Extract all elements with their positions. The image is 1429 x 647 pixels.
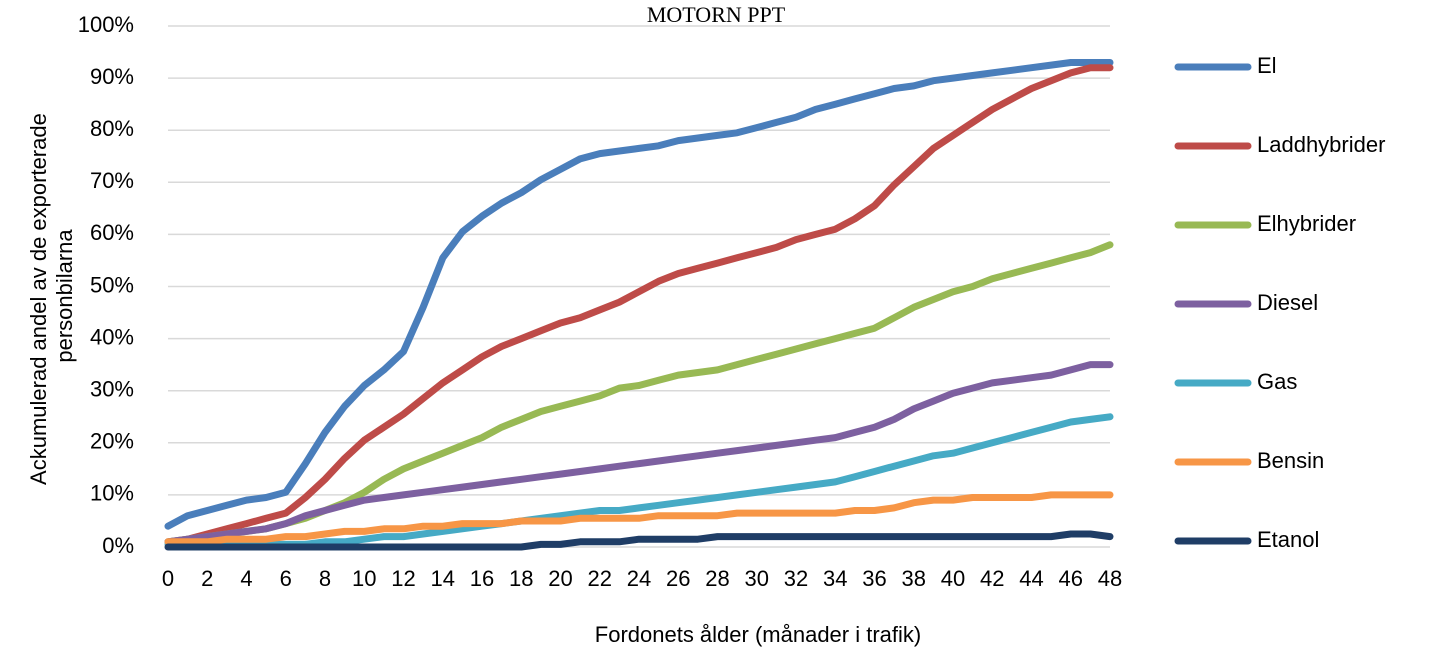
x-tick-label: 20 [548, 566, 572, 591]
x-tick-label: 40 [941, 566, 965, 591]
x-tick-label: 26 [666, 566, 690, 591]
x-tick-label: 10 [352, 566, 376, 591]
y-tick-label: 0% [102, 533, 134, 558]
y-axis-ticks: 0% 10% 20% 30% 40% 50% 60% 70% 80% 90% 100% [78, 12, 134, 558]
x-axis-ticks: 0 2 4 6 8 10 12 14 16 18 20 22 24 26 28 30 32 34 36 38 40 42 4… [162, 566, 1122, 591]
series-line-laddhybrider [164, 64, 1114, 546]
x-tick-label: 12 [391, 566, 415, 591]
y-tick-label: 60% [90, 220, 134, 245]
series-lines [164, 59, 1114, 551]
legend-label: Laddhybrider [1257, 132, 1385, 157]
legend-label: Elhybrider [1257, 211, 1356, 236]
series-line-etanol [164, 530, 1114, 551]
legend-label: Bensin [1257, 448, 1324, 473]
legend-item-elhybrider: Elhybrider [1174, 211, 1356, 236]
y-tick-label: 20% [90, 429, 134, 454]
series-line-gas [164, 413, 1114, 548]
x-tick-label: 8 [319, 566, 331, 591]
y-tick-label: 40% [90, 324, 134, 349]
x-tick-label: 44 [1019, 566, 1043, 591]
y-tick-label: 90% [90, 64, 134, 89]
x-tick-label: 42 [980, 566, 1004, 591]
legend-item-bensin: Bensin [1174, 448, 1324, 473]
series-line-bensin [164, 491, 1114, 546]
legend-item-gas: Gas [1174, 369, 1297, 394]
series-line-diesel [164, 361, 1114, 546]
legend: El Laddhybrider Elhybrider Diesel Gas Bensin E… [1174, 53, 1385, 552]
legend-item-diesel: Diesel [1174, 290, 1318, 315]
series-line-el [164, 59, 1114, 530]
x-tick-label: 2 [201, 566, 213, 591]
legend-label: Gas [1257, 369, 1297, 394]
y-tick-label: 50% [90, 272, 134, 297]
y-axis-title: Ackumulerad andel av de exporterade pers… [26, 107, 77, 485]
y-tick-label: 70% [90, 168, 134, 193]
x-tick-label: 16 [470, 566, 494, 591]
x-tick-label: 4 [240, 566, 252, 591]
legend-item-etanol: Etanol [1174, 527, 1319, 552]
x-axis-title: Fordonets ålder (månader i trafik) [595, 622, 921, 647]
x-tick-label: 48 [1098, 566, 1122, 591]
x-tick-label: 6 [280, 566, 292, 591]
x-tick-label: 0 [162, 566, 174, 591]
x-tick-label: 14 [431, 566, 455, 591]
y-tick-label: 100% [78, 12, 134, 37]
y-tick-label: 10% [90, 481, 134, 506]
x-tick-label: 34 [823, 566, 847, 591]
x-tick-label: 38 [902, 566, 926, 591]
x-tick-label: 22 [588, 566, 612, 591]
y-tick-label: 30% [90, 377, 134, 402]
x-tick-label: 30 [745, 566, 769, 591]
x-tick-label: 18 [509, 566, 533, 591]
legend-item-el: El [1174, 53, 1277, 78]
legend-item-laddhybrider: Laddhybrider [1174, 132, 1385, 157]
y-axis-title-line-2: personbilarna [52, 229, 77, 363]
x-tick-label: 36 [862, 566, 886, 591]
y-tick-label: 80% [90, 116, 134, 141]
legend-label: El [1257, 53, 1277, 78]
x-tick-label: 28 [705, 566, 729, 591]
legend-label: Etanol [1257, 527, 1319, 552]
x-tick-label: 32 [784, 566, 808, 591]
y-axis-title-line-1: Ackumulerad andel av de exporterade [26, 113, 51, 485]
x-tick-label: 24 [627, 566, 651, 591]
x-tick-label: 46 [1059, 566, 1083, 591]
legend-label: Diesel [1257, 290, 1318, 315]
chart-title: MOTORN PPT [647, 2, 786, 27]
